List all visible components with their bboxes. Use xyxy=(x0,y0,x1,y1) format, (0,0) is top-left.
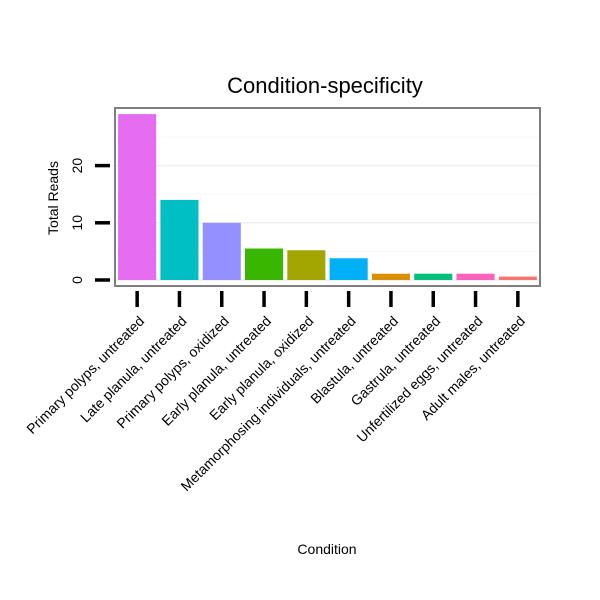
bars xyxy=(118,114,537,281)
x-axis-label: Condition xyxy=(297,541,356,557)
bar xyxy=(329,258,368,280)
bar xyxy=(202,222,241,280)
bar xyxy=(118,114,157,281)
bar xyxy=(371,273,410,280)
y-tick-label: 20 xyxy=(69,158,85,174)
bar xyxy=(245,248,284,280)
bar xyxy=(498,276,537,280)
chart-title: Condition-specificity xyxy=(227,73,423,98)
y-tick-label: 10 xyxy=(69,215,85,231)
bar xyxy=(456,273,495,280)
bar xyxy=(414,273,453,280)
bar xyxy=(287,250,326,280)
plot-panel-border xyxy=(114,107,541,287)
bar xyxy=(160,199,199,280)
y-tick-label: 0 xyxy=(69,276,85,284)
y-axis: 0 10 20 xyxy=(69,158,110,284)
y-axis-label: Total Reads xyxy=(45,161,61,235)
